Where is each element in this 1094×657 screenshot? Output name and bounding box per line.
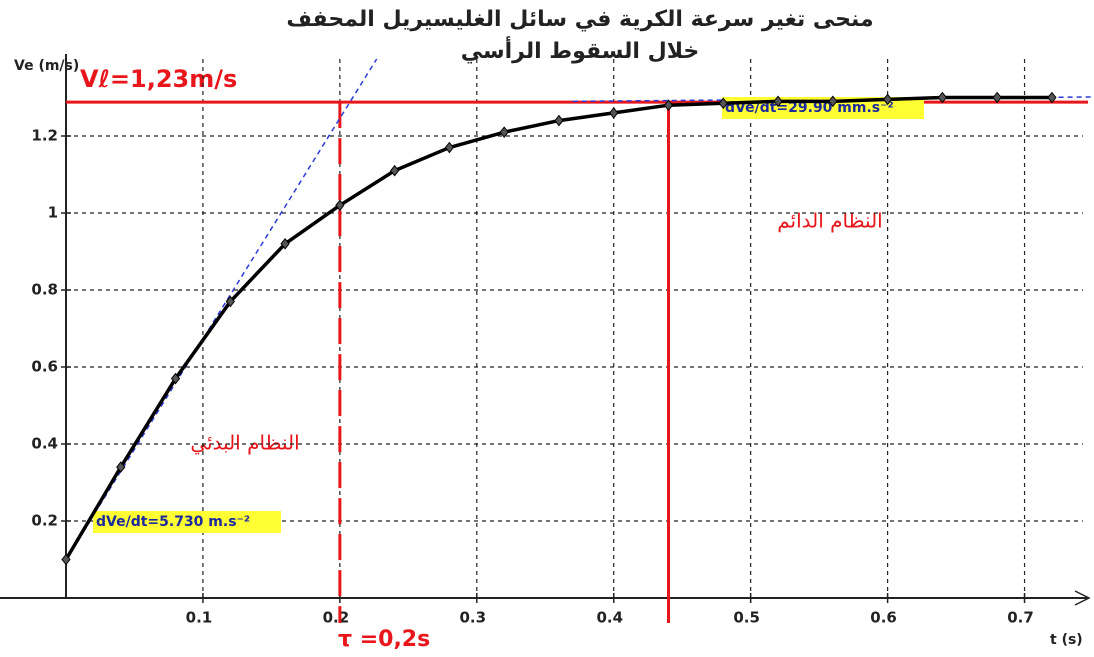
y-tick-label: 0.2 — [31, 512, 58, 530]
y-tick-label: 0.6 — [31, 358, 58, 376]
data-point — [389, 164, 400, 177]
data-point — [882, 93, 893, 106]
data-point — [499, 126, 509, 138]
x-tick-label: 0.4 — [596, 609, 623, 627]
data-point — [61, 553, 71, 566]
chart-title: منحى تغير سرعة الكرية في سائل الغليسيريل… — [286, 7, 873, 32]
data-point — [609, 107, 619, 119]
x-tick-label: 0.1 — [186, 609, 213, 627]
x-tick-label: 0.7 — [1007, 609, 1034, 627]
data-point — [718, 97, 728, 110]
data-point — [1047, 91, 1057, 104]
x-tick-label: 0.2 — [323, 609, 350, 627]
tau-label: τ =0,2s — [338, 627, 430, 652]
data-point — [937, 91, 948, 104]
tangent-label: dVe/dt=5.730 m.s⁻² — [96, 514, 250, 530]
limit-label: Vℓ=1,23m/s — [80, 65, 237, 93]
data-point — [116, 461, 126, 473]
data-point — [170, 372, 181, 385]
x-axis-label: t (s) — [1050, 632, 1083, 648]
y-tick-label: 1.2 — [31, 127, 58, 145]
data-point — [663, 99, 674, 112]
data-point — [554, 114, 564, 127]
label-background — [93, 511, 281, 533]
x-tick-label: 0.6 — [870, 609, 897, 627]
data-line — [64, 95, 1052, 561]
x-axis-arrow — [1074, 590, 1091, 606]
data-point — [444, 141, 455, 154]
tangent-line — [65, 58, 378, 560]
y-tick-label: 0.8 — [31, 281, 58, 299]
y-axis-label: Ve (m/s) — [14, 58, 79, 74]
data-point — [335, 199, 345, 212]
x-tick-label: 0.3 — [460, 609, 487, 627]
x-tick-label: 0.5 — [733, 609, 760, 627]
data-point — [280, 237, 290, 250]
tangent-label: dVe/dt=29.90 mm.s⁻² — [725, 100, 894, 116]
region-label: النظام الدائم — [777, 209, 883, 233]
chart-subtitle: خلال السقوط الرأسي — [461, 35, 700, 64]
y-tick-label: 0.4 — [31, 435, 58, 453]
data-point — [225, 295, 235, 308]
data-point — [773, 95, 783, 108]
data-point — [828, 95, 838, 108]
region-label: النظام البدئي — [190, 431, 299, 456]
data-point — [992, 91, 1002, 104]
y-tick-label: 1 — [48, 204, 58, 222]
